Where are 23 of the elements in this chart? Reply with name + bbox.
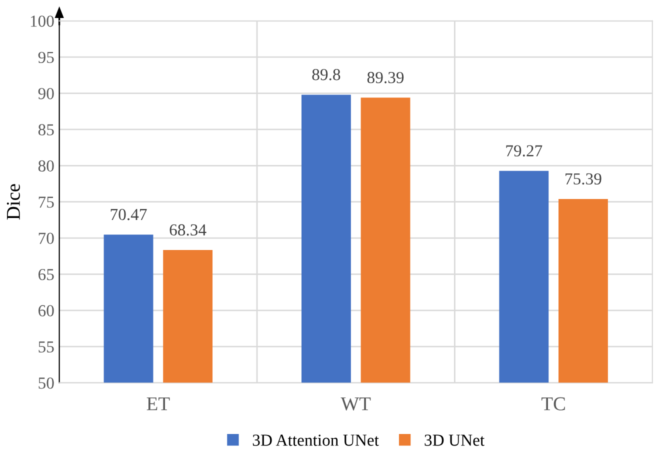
legend-label: 3D Attention UNet xyxy=(252,434,379,446)
data-label: 68.34 xyxy=(170,224,206,236)
x-tick-label: ET xyxy=(146,397,170,410)
y-tick-label: 70 xyxy=(38,232,54,244)
data-label: 79.27 xyxy=(506,145,542,157)
y-tick-label: 95 xyxy=(38,52,54,64)
y-tick-label: 80 xyxy=(38,160,54,172)
data-label: 89.8 xyxy=(312,68,340,80)
y-tick-label: 75 xyxy=(38,196,54,208)
y-tick-label: 100 xyxy=(30,16,54,27)
y-tick-label: 55 xyxy=(38,341,54,353)
y-tick-label: 60 xyxy=(38,305,54,316)
data-label: 89.39 xyxy=(367,72,404,84)
y-tick-label: 90 xyxy=(38,88,54,100)
y-axis-title: Dice xyxy=(6,184,20,220)
x-tick-label: TC xyxy=(541,397,565,410)
y-tick-label: 65 xyxy=(38,268,54,280)
data-label: 70.47 xyxy=(110,208,147,220)
y-tick-label: 50 xyxy=(38,378,54,389)
legend-label: 3D UNet xyxy=(424,434,485,446)
y-tick-label: 85 xyxy=(38,124,54,136)
x-tick-label: WT xyxy=(340,397,371,410)
data-label: 75.39 xyxy=(566,173,602,185)
